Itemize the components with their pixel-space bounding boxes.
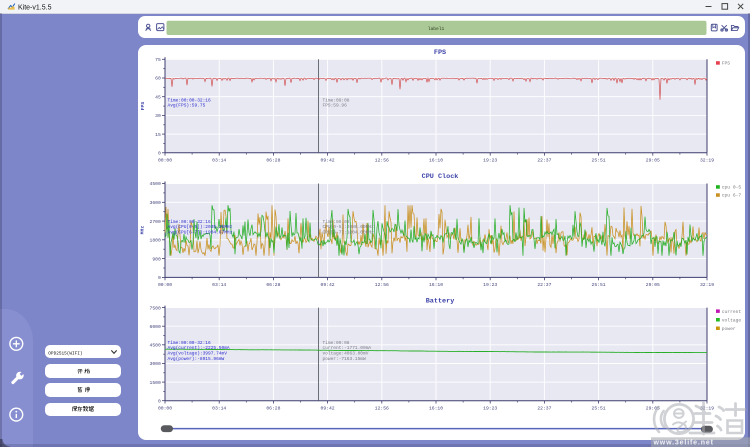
svg-text:CPU[0-5]:2088.00MHz: CPU[0-5]:2088.00MHz xyxy=(323,224,375,230)
svg-text:cpu 0-5: cpu 0-5 xyxy=(722,185,742,191)
svg-text:Time:00:00-32:16: Time:00:00-32:16 xyxy=(168,219,212,225)
svg-text:25:51: 25:51 xyxy=(592,406,606,412)
svg-text:19:23: 19:23 xyxy=(483,157,497,163)
svg-text:Time:00:00-32:16: Time:00:00-32:16 xyxy=(168,340,212,346)
svg-text:32:19: 32:19 xyxy=(700,157,714,163)
svg-text:900: 900 xyxy=(152,256,161,262)
svg-text:25:51: 25:51 xyxy=(592,282,606,288)
svg-text:Avg(CPU[0-5]):2035.36MHz: Avg(CPU[0-5]):2035.36MHz xyxy=(168,224,233,230)
svg-text:power:-7163.15mW: power:-7163.15mW xyxy=(323,356,367,362)
svg-text:03:14: 03:14 xyxy=(212,406,226,412)
svg-text:7500: 7500 xyxy=(150,305,161,311)
svg-text:12:56: 12:56 xyxy=(375,406,389,412)
svg-text:00:00: 00:00 xyxy=(158,406,172,412)
svg-text:16:10: 16:10 xyxy=(429,282,443,288)
svg-text:09:42: 09:42 xyxy=(321,282,335,288)
svg-text:22:37: 22:37 xyxy=(537,157,551,163)
svg-text:19:23: 19:23 xyxy=(483,406,497,412)
svg-text:OPD2515(WIFI): OPD2515(WIFI) xyxy=(48,351,82,356)
svg-text:FPS:59.96: FPS:59.96 xyxy=(323,103,348,109)
svg-text:22:37: 22:37 xyxy=(537,282,551,288)
svg-text:06:28: 06:28 xyxy=(266,157,280,163)
svg-text:25:51: 25:51 xyxy=(592,157,606,163)
svg-text:6000: 6000 xyxy=(150,324,161,330)
svg-text:3600: 3600 xyxy=(150,200,161,206)
svg-text:www.3elife.net: www.3elife.net xyxy=(653,440,714,447)
svg-text:2700: 2700 xyxy=(150,219,161,225)
svg-text:0: 0 xyxy=(158,151,161,157)
svg-text:22:37: 22:37 xyxy=(537,406,551,412)
svg-text:29:05: 29:05 xyxy=(646,406,660,412)
svg-text:Time:00:00-32:16: Time:00:00-32:16 xyxy=(168,98,212,104)
svg-text:00:00: 00:00 xyxy=(158,157,172,163)
svg-text:voltage:4063.00mV: voltage:4063.00mV xyxy=(323,351,369,357)
svg-text:MHz: MHz xyxy=(140,226,146,235)
svg-text:3000: 3000 xyxy=(150,361,161,367)
svg-text:1500: 1500 xyxy=(150,380,161,386)
svg-text:voltage: voltage xyxy=(722,317,742,323)
svg-text:75: 75 xyxy=(155,57,161,63)
svg-text:FPS: FPS xyxy=(722,61,731,67)
svg-text:19:23: 19:23 xyxy=(483,282,497,288)
svg-text:32:19: 32:19 xyxy=(700,282,714,288)
svg-text:29:05: 29:05 xyxy=(646,282,660,288)
svg-text:0: 0 xyxy=(158,398,161,404)
svg-text:06:28: 06:28 xyxy=(266,406,280,412)
svg-text:label1: label1 xyxy=(428,26,445,32)
svg-text:4500: 4500 xyxy=(150,343,161,349)
svg-text:45: 45 xyxy=(155,94,161,100)
svg-text:Avg(CPU[6-7]):1904.67MHz: Avg(CPU[6-7]):1904.67MHz xyxy=(168,229,233,235)
svg-text:60: 60 xyxy=(155,76,161,82)
svg-text:09:42: 09:42 xyxy=(321,406,335,412)
svg-text:Avg(voltage):3997.74mV: Avg(voltage):3997.74mV xyxy=(168,351,228,357)
svg-text:32:19: 32:19 xyxy=(700,406,714,412)
svg-text:FPS: FPS xyxy=(140,102,146,111)
svg-text:cpu 6-7: cpu 6-7 xyxy=(722,193,742,199)
svg-text:1800: 1800 xyxy=(150,238,161,244)
svg-text:power: power xyxy=(722,327,736,332)
svg-text:Avg(current):-2225.50mA: Avg(current):-2225.50mA xyxy=(168,345,230,351)
svg-text:15: 15 xyxy=(155,132,161,138)
svg-text:Time:09:08: Time:09:08 xyxy=(323,98,350,104)
svg-text:FPS: FPS xyxy=(434,49,446,57)
svg-text:03:14: 03:14 xyxy=(212,282,226,288)
svg-text:06:28: 06:28 xyxy=(266,282,280,288)
svg-text:Battery: Battery xyxy=(426,298,455,306)
svg-text:Avg(power):-8915.96mW: Avg(power):-8915.96mW xyxy=(168,356,225,362)
svg-text:00:00: 00:00 xyxy=(158,282,172,288)
svg-text:29:05: 29:05 xyxy=(646,157,660,163)
svg-text:16:10: 16:10 xyxy=(429,157,443,163)
svg-text:Avg(FPS):59.75: Avg(FPS):59.75 xyxy=(168,103,206,109)
svg-text:current:-1771.00mA: current:-1771.00mA xyxy=(323,345,372,351)
svg-text:09:42: 09:42 xyxy=(321,157,335,163)
svg-text:Time:09:08: Time:09:08 xyxy=(323,219,350,225)
svg-text:4500: 4500 xyxy=(150,181,161,187)
svg-text:03:14: 03:14 xyxy=(212,157,226,163)
svg-text:CPU[6-7]:1804.00MHz: CPU[6-7]:1804.00MHz xyxy=(323,229,375,235)
svg-text:12:56: 12:56 xyxy=(375,282,389,288)
svg-text:Time:09:08: Time:09:08 xyxy=(323,340,350,346)
svg-text:16:10: 16:10 xyxy=(429,406,443,412)
svg-text:current: current xyxy=(722,309,742,315)
svg-text:Kite-v1.5.5: Kite-v1.5.5 xyxy=(18,4,52,11)
svg-text:CPU Clock: CPU Clock xyxy=(422,173,459,181)
svg-text:12:56: 12:56 xyxy=(375,157,389,163)
svg-text:0: 0 xyxy=(158,275,161,281)
svg-text:30: 30 xyxy=(155,113,161,119)
